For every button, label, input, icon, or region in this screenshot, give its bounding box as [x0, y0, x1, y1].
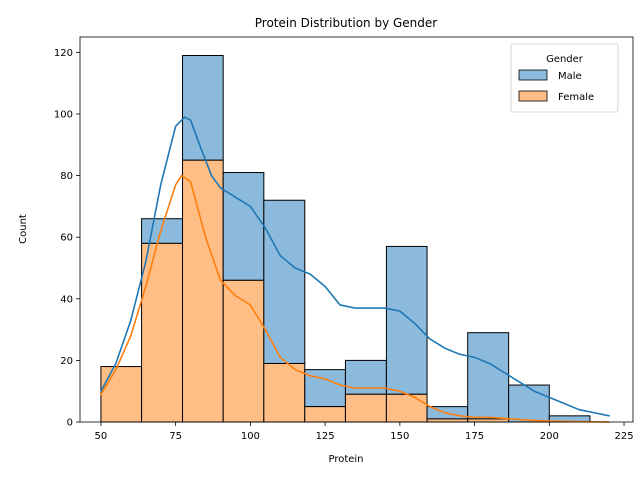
bar-female-2 [182, 159, 224, 423]
y-tick-label: 0 [67, 418, 73, 429]
bar-male-7 [385, 245, 428, 395]
x-tick-label: 200 [540, 431, 559, 442]
bar-male-10 [508, 384, 550, 423]
y-tick-label: 100 [54, 110, 73, 121]
bar-female-8 [426, 418, 469, 423]
x-tick-label: 100 [241, 431, 260, 442]
bar-female-4 [263, 362, 306, 423]
bar-male-2 [182, 54, 224, 161]
y-tick-label: 80 [60, 171, 73, 182]
x-tick-label: 150 [390, 431, 409, 442]
x-tick-label: 175 [465, 431, 484, 442]
bar-male-6 [344, 359, 387, 395]
y-axis-label: Count [18, 214, 29, 244]
bar-male-9 [467, 332, 510, 420]
bar-male-3 [222, 172, 265, 281]
legend-label-female: Female [558, 92, 594, 103]
bars-layer [100, 54, 591, 423]
x-axis-label: Protein [328, 454, 363, 465]
bar-female-7 [385, 393, 428, 423]
x-tick-label: 75 [169, 431, 182, 442]
bar-female-0 [100, 366, 143, 423]
x-axis: 50 75 100 125 150 175 200 225 [95, 422, 634, 442]
x-tick-label: 225 [614, 431, 633, 442]
bar-female-3 [222, 279, 265, 423]
bar-female-5 [304, 406, 346, 423]
x-tick-label: 50 [95, 431, 108, 442]
plot-frame [79, 36, 634, 423]
bar-female-1 [141, 242, 184, 423]
bar-female-9 [467, 418, 510, 423]
y-tick-label: 60 [60, 233, 73, 244]
kde-layer [100, 116, 610, 423]
x-tick-label: 125 [316, 431, 335, 442]
y-tick-label: 40 [60, 294, 73, 305]
chart-title: Protein Distribution by Gender [255, 16, 438, 30]
bar-female-6 [344, 393, 387, 423]
legend-title: Gender [546, 54, 584, 65]
legend: Gender Male Female [510, 43, 619, 113]
legend-label-male: Male [558, 71, 582, 82]
legend-swatch-male [518, 69, 548, 81]
y-tick-label: 120 [54, 48, 73, 59]
kde-line-female [100, 174, 610, 423]
bar-male-1 [141, 218, 184, 244]
y-axis: 0 20 40 60 80 100 120 [54, 48, 80, 429]
kde-line-male [100, 116, 610, 417]
y-tick-label: 20 [60, 356, 73, 367]
bar-male-4 [263, 199, 306, 364]
legend-swatch-female [518, 90, 548, 102]
